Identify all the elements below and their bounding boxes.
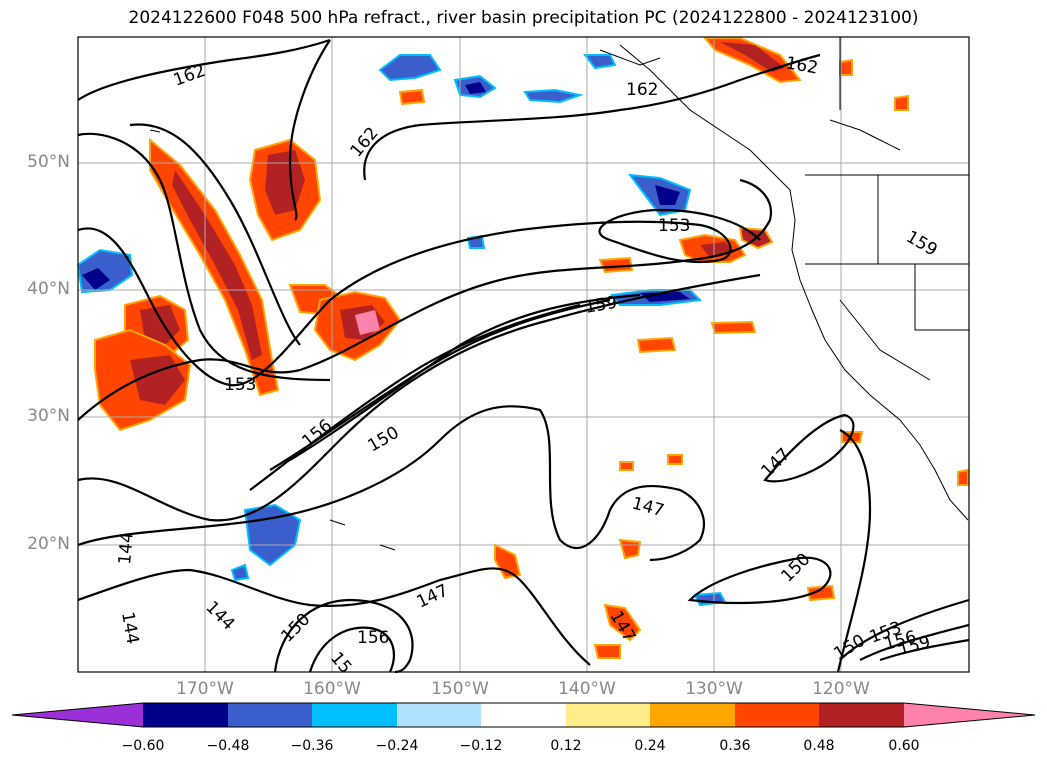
contour-label: 150 xyxy=(365,423,403,457)
colorbar-tick: −0.36 xyxy=(290,738,334,754)
colorbar-tick: −0.24 xyxy=(375,738,419,754)
lon-label: 160°W xyxy=(303,679,361,699)
lat-label: 30°N xyxy=(27,406,70,426)
colorbar-tick: −0.48 xyxy=(206,738,250,754)
colorbar-segment xyxy=(735,703,819,727)
precip-shading xyxy=(76,37,969,659)
contour-label: 153 xyxy=(224,375,256,395)
colorbar-segment xyxy=(650,703,735,727)
lon-label: 170°W xyxy=(176,679,234,699)
contour-label: 147 xyxy=(757,444,794,481)
colorbar-segment xyxy=(397,703,481,727)
contour-label: 144 xyxy=(115,531,138,565)
colorbar-segment xyxy=(566,703,650,727)
contour-label: 153 xyxy=(658,216,690,236)
colorbar-tick: −0.12 xyxy=(459,738,503,754)
contour-label: 144 xyxy=(117,610,142,645)
colorbar-segment xyxy=(312,703,397,727)
colorbar-tick: 0.48 xyxy=(803,738,835,754)
contour-label: 156 xyxy=(298,416,336,452)
colorbar-segment xyxy=(481,703,566,727)
contour-label: 159 xyxy=(903,227,941,261)
contour-label: 150 xyxy=(777,549,814,586)
colorbar-tick: 0.36 xyxy=(719,738,751,754)
colorbar xyxy=(11,702,1036,728)
contour-label: 147 xyxy=(630,494,667,522)
height-contours xyxy=(77,38,970,674)
colorbar-segment xyxy=(143,703,228,727)
contour-label: 144 xyxy=(201,597,238,634)
colorbar-segment xyxy=(819,703,904,727)
lon-label: 120°W xyxy=(812,679,870,699)
lat-label: 40°N xyxy=(27,279,70,299)
contour-label: 162 xyxy=(626,80,658,100)
contour-label: 162 xyxy=(347,123,383,161)
lon-label: 130°W xyxy=(685,679,743,699)
contour-label: 159 xyxy=(583,293,618,318)
colorbar-tick: 0.60 xyxy=(888,738,920,754)
colorbar-tick: 0.12 xyxy=(550,738,582,754)
graticule xyxy=(78,37,969,672)
contour-label: 162 xyxy=(171,61,208,91)
colorbar-over-arrow xyxy=(904,703,1035,727)
contour-label: 156 xyxy=(357,628,389,648)
lat-label: 50°N xyxy=(27,152,70,172)
colorbar-under-arrow xyxy=(12,703,143,727)
map-title: 2024122600 F048 500 hPa refract., river … xyxy=(128,8,919,28)
colorbar-tick: −0.60 xyxy=(121,738,165,754)
lon-label: 150°W xyxy=(431,679,489,699)
map-frame xyxy=(77,36,970,673)
colorbar-segment xyxy=(228,703,312,727)
colorbar-tick: 0.24 xyxy=(634,738,666,754)
lat-label: 20°N xyxy=(27,534,70,554)
lon-label: 140°W xyxy=(558,679,616,699)
coastlines xyxy=(149,37,969,551)
contour-label: 147 xyxy=(414,581,452,613)
contour-label: 15 xyxy=(326,648,355,677)
